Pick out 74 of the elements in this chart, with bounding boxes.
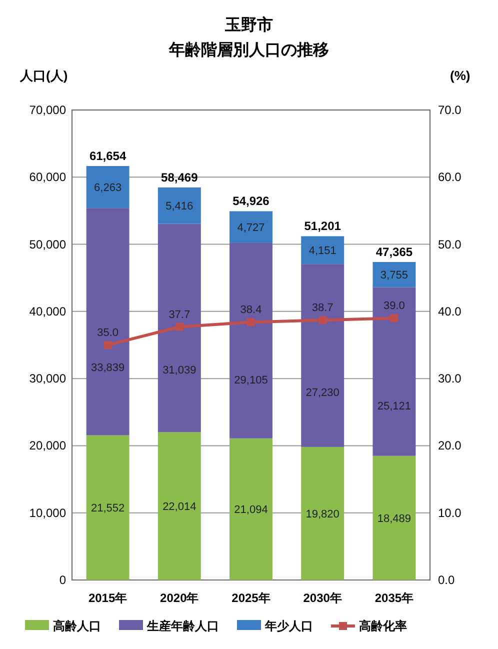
y2-tick-label: 50.0 bbox=[438, 237, 462, 252]
total-label: 58,469 bbox=[161, 170, 198, 184]
bar bbox=[372, 456, 416, 580]
y2-tick-label: 30.0 bbox=[438, 372, 462, 386]
y2-tick-label: 40.0 bbox=[438, 304, 462, 318]
y2-tick-label: 10.0 bbox=[438, 506, 462, 520]
y-tick-label: 20,000 bbox=[29, 438, 66, 453]
bar bbox=[230, 438, 272, 580]
data-label: 21,094 bbox=[234, 504, 268, 516]
bar bbox=[301, 446, 344, 580]
data-label: 39.0 bbox=[383, 300, 405, 312]
total-label: 51,201 bbox=[304, 219, 342, 234]
data-label: 5,416 bbox=[166, 200, 194, 213]
legend-label: 高齢化率 bbox=[359, 619, 407, 633]
x-tick-label: 2035年 bbox=[374, 591, 414, 605]
data-label: 18,489 bbox=[377, 512, 412, 525]
y-tick-label: 40,000 bbox=[29, 304, 66, 318]
bar bbox=[86, 166, 130, 208]
y-axis-title: 人口(人) bbox=[19, 68, 68, 83]
chart-title: 玉野市 bbox=[224, 16, 273, 34]
y-tick-label: 10,000 bbox=[29, 506, 66, 520]
total-label: 54,926 bbox=[232, 194, 270, 208]
bar bbox=[86, 208, 130, 436]
point bbox=[175, 322, 184, 331]
y-tick-label: 60,000 bbox=[29, 170, 66, 184]
data-label: 27,230 bbox=[306, 387, 340, 400]
data-label: 21,552 bbox=[90, 502, 125, 515]
bar bbox=[372, 262, 416, 288]
x-tick-label: 2030年 bbox=[303, 591, 342, 605]
bar bbox=[301, 264, 344, 447]
data-label: 35.0 bbox=[97, 327, 119, 339]
legend-label: 高齢人口 bbox=[53, 619, 101, 633]
data-label: 38.7 bbox=[312, 302, 334, 314]
bar bbox=[86, 435, 130, 580]
y-tick-label: 0 bbox=[59, 573, 66, 587]
y2-axis-title: (%) bbox=[450, 68, 470, 83]
legend-label: 生産年齢人口 bbox=[146, 619, 219, 633]
y-tick-label: 70,000 bbox=[29, 103, 66, 117]
point bbox=[318, 316, 327, 324]
x-tick-label: 2015年 bbox=[88, 591, 128, 605]
point bbox=[104, 341, 112, 349]
y2-tick-label: 60.0 bbox=[438, 170, 462, 184]
data-label: 38.4 bbox=[240, 304, 262, 316]
legend-label: 年少人口 bbox=[264, 619, 313, 633]
data-label: 31,039 bbox=[162, 364, 196, 377]
bar bbox=[230, 211, 272, 243]
bar bbox=[372, 287, 416, 456]
data-label: 4,151 bbox=[308, 245, 336, 258]
data-label: 19,820 bbox=[306, 508, 340, 520]
x-tick-label: 2020年 bbox=[160, 591, 199, 605]
y2-tick-label: 0.0 bbox=[438, 573, 456, 587]
total-label: 47,365 bbox=[376, 244, 413, 259]
data-label: 29,105 bbox=[234, 374, 268, 387]
data-label: 22,014 bbox=[162, 501, 196, 514]
data-label: 25,121 bbox=[377, 400, 412, 412]
bar bbox=[158, 187, 201, 224]
bar bbox=[158, 432, 201, 580]
bar bbox=[301, 236, 344, 264]
point bbox=[247, 318, 255, 326]
data-label: 4,727 bbox=[237, 222, 265, 234]
total-label: 61,654 bbox=[89, 149, 126, 164]
point bbox=[390, 314, 398, 322]
chart-subtitle: 年齢階層別人口の推移 bbox=[168, 41, 329, 59]
x-tick-label: 2025年 bbox=[232, 591, 270, 605]
y2-tick-label: 70.0 bbox=[438, 103, 462, 117]
bar bbox=[230, 242, 272, 438]
bar bbox=[158, 224, 201, 432]
data-label: 33,839 bbox=[90, 362, 125, 374]
data-label: 37.7 bbox=[168, 308, 190, 321]
y2-tick-label: 20.0 bbox=[438, 438, 462, 453]
y-tick-label: 50,000 bbox=[29, 237, 66, 252]
data-label: 3,755 bbox=[380, 270, 408, 282]
y-tick-label: 30,000 bbox=[29, 372, 66, 386]
data-label: 6,263 bbox=[94, 182, 122, 194]
